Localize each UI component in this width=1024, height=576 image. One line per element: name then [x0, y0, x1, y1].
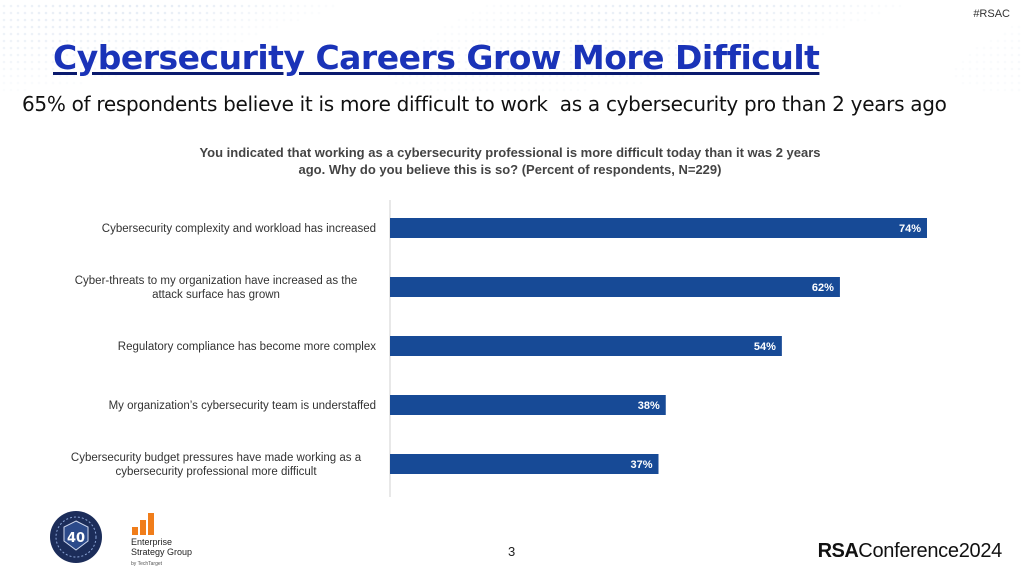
- bar-5: [390, 454, 659, 474]
- hashtag-label: #RSAC: [973, 8, 1010, 20]
- bar-3: [390, 336, 782, 356]
- category-label-3: Regulatory compliance has become more co…: [118, 341, 376, 353]
- bar-value-label-1: 74%: [899, 223, 921, 235]
- rsac-conference: Conference: [858, 540, 959, 562]
- bar-value-label-2: 62%: [812, 282, 834, 294]
- page-number: 3: [508, 544, 516, 559]
- badge-number: 40: [67, 531, 85, 546]
- category-label-2: Cyber-threats to my organization have in…: [75, 275, 358, 301]
- bar-4: [390, 395, 666, 415]
- esg-logo-text: Enterprise Strategy Group: [131, 537, 192, 557]
- bar-value-label-5: 37%: [630, 459, 652, 471]
- slide-subtitle: 65% of respondents believe it is more di…: [22, 92, 947, 116]
- bar-value-label-3: 54%: [754, 341, 776, 353]
- esg-name-line2: Strategy Group: [131, 547, 193, 557]
- esg-logo-bars-icon: [132, 513, 154, 535]
- bar-chart: 74% Cybersecurity complexity and workload…: [71, 200, 927, 497]
- rsac-year: 2024: [958, 540, 1003, 562]
- category-label-4: My organization’s cybersecurity team is …: [109, 400, 376, 412]
- bar-value-label-4: 38%: [638, 400, 660, 412]
- rsac-conference-logo: RSAConference2024: [817, 540, 1003, 563]
- category-label-1: Cybersecurity complexity and workload ha…: [102, 223, 376, 235]
- dotted-background-pattern: [2, 4, 1021, 92]
- rsac-brand: RSA: [817, 540, 859, 562]
- chart-title: You indicated that working as a cybersec…: [199, 145, 821, 177]
- bar-2: [390, 277, 840, 297]
- anniversary-badge-logo: 40: [50, 511, 102, 563]
- category-label-5: Cybersecurity budget pressures have made…: [71, 452, 362, 478]
- esg-by-label: by TechTarget: [131, 561, 163, 567]
- bar-1: [390, 218, 927, 238]
- slide-title: Cybersecurity Careers Grow More Difficul…: [53, 38, 820, 77]
- esg-name-line1: Enterprise: [131, 537, 173, 547]
